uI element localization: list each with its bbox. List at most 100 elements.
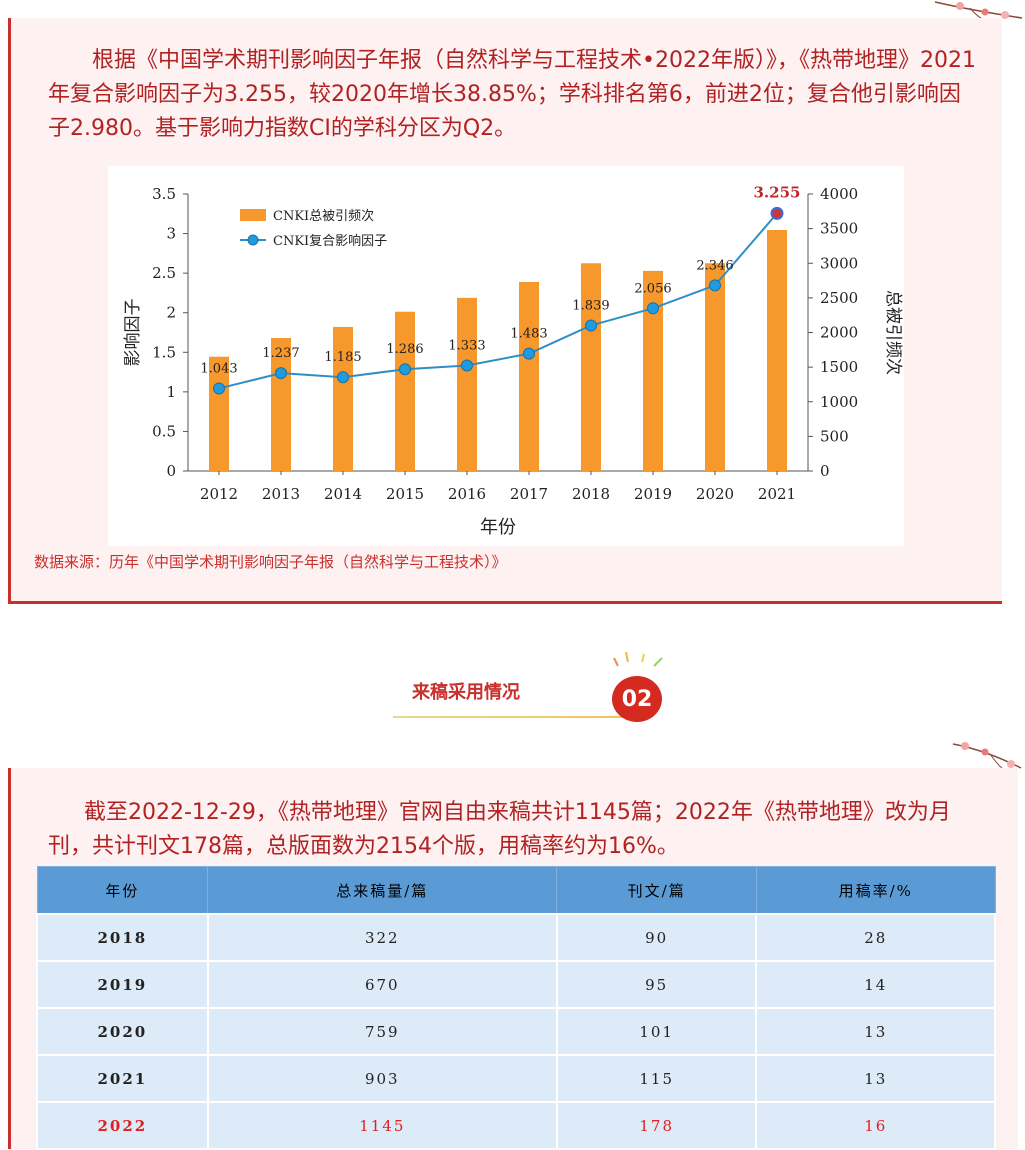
table-cell-rate: 14 [755,960,996,1009]
line-point-2020 [709,279,721,292]
left-tick-label: 3 [166,225,176,243]
left-axis-title: 影响因子 [123,299,143,367]
table-cell-year: 2018 [36,913,209,962]
line-point-2014 [337,371,349,384]
table-row: 2019 670 95 14 [36,960,996,1009]
table-cell-rate: 28 [755,913,996,962]
line-point-2012 [213,382,225,395]
table-header-year: 年份 [36,866,209,915]
table-row: 2020 759 101 13 [36,1007,996,1056]
right-tick-label: 2000 [820,324,858,342]
left-tick-label: 0.5 [152,422,176,440]
line-point-2019 [647,302,659,315]
bar-2020 [705,263,725,471]
x-tick-label: 2018 [572,485,610,503]
data-label-2021: 3.255 [754,183,801,201]
data-label-2012: 1.043 [200,361,237,376]
left-tick-label: 0 [166,462,176,480]
data-label-2017: 1.483 [510,327,547,342]
data-label-2014: 1.185 [324,350,361,365]
table-cell-rate: 13 [755,1054,996,1103]
impact-factor-line [218,212,778,390]
right-tick-label: 3000 [820,254,858,272]
data-label-2020: 2.346 [696,258,733,273]
left-tick-label: 2.5 [152,264,176,282]
table-header-row: 年份 总来稿量/篇 刊文/篇 用稿率/% [36,866,996,915]
legend-label-line: CNKI复合影响因子 [273,233,387,249]
x-tick-label: 2014 [324,485,362,503]
data-source-note: 数据来源：历年《中国学术期刊影响因子年报（自然科学与工程技术）》 [34,553,507,571]
x-tick-label: 2020 [696,485,734,503]
x-tick-label: 2017 [510,485,548,503]
table-cell-rate: 16 [755,1101,996,1150]
left-tick-label: 3.5 [152,185,176,203]
section-title-underline [393,716,633,718]
x-axis-title: 年份 [480,517,516,538]
left-tick-label: 1.5 [152,343,176,361]
right-axis-title: 总被引频次 [883,290,903,375]
legend-swatch-bar [240,209,266,221]
legend-label-bar: CNKI总被引频次 [273,208,374,224]
table-cell-year: 2019 [36,960,209,1009]
impact-factor-paragraph: 根据《中国学术期刊影响因子年报（自然科学与工程技术•2022年版）》，《热带地理… [48,48,976,141]
table-cell-published: 101 [555,1007,758,1056]
section-title: 来稿采用情况 [412,682,520,703]
table-header-acceptance-rate: 用稿率/% [755,866,996,915]
bar-2016 [457,297,477,471]
table-cell-published: 115 [555,1054,758,1103]
line-point-2017 [523,347,535,360]
data-label-2013: 1.237 [262,346,299,361]
line-point-2015 [399,363,411,376]
data-label-2015: 1.286 [386,342,423,357]
table-cell-submissions: 1145 [206,1101,558,1150]
line-point-2018 [585,319,597,332]
bar-2015 [395,311,415,471]
x-tick-label: 2021 [758,485,796,503]
right-tick-label: 0 [820,462,830,480]
right-tick-label: 500 [820,427,849,445]
table-cell-submissions: 322 [206,913,558,962]
right-tick-label: 2500 [820,289,858,307]
right-tick-label: 3500 [820,220,858,238]
table-header-submissions: 总来稿量/篇 [207,866,558,915]
table-row: 2018 322 90 28 [36,913,996,962]
table-cell-year: 2021 [36,1054,209,1103]
table-cell-published: 178 [555,1101,758,1150]
legend-swatch-marker [247,234,259,246]
table-cell-submissions: 759 [206,1007,558,1056]
data-label-2016: 1.333 [448,339,485,354]
right-tick-label: 1000 [820,393,858,411]
submission-paragraph: 截至2022-12-29，《热带地理》官网自由来稿共计1145篇；2022年《热… [48,800,951,859]
left-tick-label: 1 [166,383,176,401]
table-cell-published: 90 [555,913,758,962]
impact-factor-chart: 0 0.5 1 1.5 2 2.5 3 3.5 0 500 1000 1500 2000 2500 3000… [108,166,904,546]
right-tick-label: 4000 [820,185,858,203]
bar-2018 [581,263,601,471]
table-cell-year: 2022 [36,1101,209,1150]
line-point-2016 [461,359,473,372]
table-header-published: 刊文/篇 [556,866,757,915]
table-cell-rate: 13 [755,1007,996,1056]
x-tick-label: 2019 [634,485,672,503]
x-tick-label: 2015 [386,485,424,503]
x-tick-label: 2013 [262,485,300,503]
right-tick-label: 1500 [820,358,858,376]
table-cell-submissions: 903 [206,1054,558,1103]
x-tick-label: 2012 [200,485,238,503]
table-row-highlight: 2022 1145 178 16 [36,1101,996,1150]
x-tick-label: 2016 [448,485,486,503]
section-number-badge: 02 [612,676,662,722]
table-cell-published: 95 [555,960,758,1009]
bar-2017 [519,281,539,471]
table-cell-submissions: 670 [206,960,558,1009]
table-row: 2021 903 115 13 [36,1054,996,1103]
bar-2021 [767,230,787,471]
submission-table: 年份 总来稿量/篇 刊文/篇 用稿率/% 2018 322 90 28 2019… [36,866,996,1150]
line-point-2021 [770,206,784,220]
chart-svg: 0 0.5 1 1.5 2 2.5 3 3.5 0 500 1000 1500 2000 2500 3000… [123,183,903,538]
line-point-2013 [275,367,287,380]
badge-rays-icon [613,652,663,667]
left-tick-label: 2 [166,304,176,322]
bar-2014 [333,326,353,471]
data-label-2018: 1.839 [572,298,609,313]
